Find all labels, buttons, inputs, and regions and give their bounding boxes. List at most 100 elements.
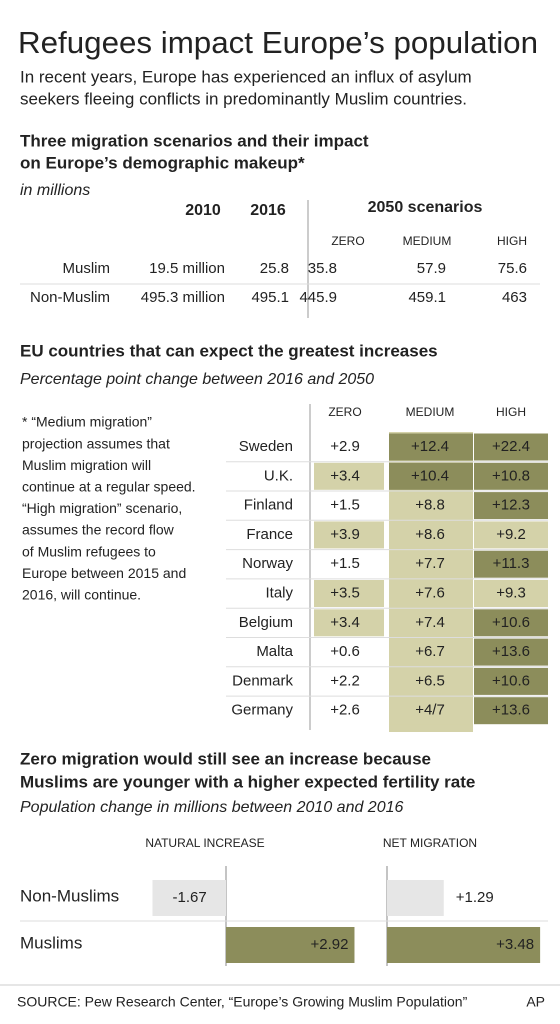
- row-label: Muslim: [63, 260, 111, 277]
- cell: +10.6: [492, 614, 530, 631]
- section-heading: EU countries that can expect the greates…: [20, 341, 438, 360]
- country: Italy: [265, 584, 293, 601]
- cell-bg: [474, 638, 548, 666]
- sub-header: ZERO: [331, 234, 364, 248]
- country: Denmark: [232, 672, 293, 689]
- cell: +1.5: [330, 555, 360, 572]
- row-label: Non-Muslim: [30, 289, 110, 306]
- cell: +6.7: [415, 643, 445, 660]
- col-header: ZERO: [328, 405, 361, 419]
- chart-title: Muslims are younger with a higher expect…: [20, 772, 475, 791]
- cell-bg: [474, 433, 548, 461]
- cell-bg: [389, 580, 473, 607]
- bar: [226, 927, 355, 963]
- note: * “Medium migration”: [22, 414, 152, 430]
- cell: +8.8: [415, 497, 445, 514]
- cell-bg: [389, 638, 473, 666]
- cell: +3.4: [330, 467, 360, 484]
- bar: [387, 880, 444, 916]
- cell-bg: [314, 609, 384, 637]
- cell-bg: [389, 521, 473, 549]
- cell: +10.8: [492, 467, 530, 484]
- cell: 495.3 million: [141, 289, 225, 306]
- col-header: HIGH: [496, 405, 526, 419]
- subtitle: Percentage point change between 2016 and…: [20, 371, 374, 388]
- group-header: 2050 scenarios: [368, 199, 483, 216]
- cell: +7.4: [415, 614, 445, 631]
- cell-bg: [389, 433, 473, 461]
- unit: in millions: [20, 182, 90, 199]
- source: SOURCE: Pew Research Center, “Europe’s G…: [17, 994, 468, 1010]
- value-label: +1.29: [456, 889, 494, 906]
- cell: 495.1: [251, 289, 289, 306]
- cell: 57.9: [417, 260, 446, 277]
- cell-bg: [314, 521, 384, 549]
- cell: +11.3: [493, 555, 530, 572]
- note: assumes the record flow: [22, 522, 175, 538]
- country: France: [246, 526, 293, 543]
- cell: +9.2: [496, 526, 526, 543]
- sub-header: MEDIUM: [403, 234, 452, 248]
- category-label: Non-Muslims: [20, 886, 119, 905]
- cell-bg: [474, 580, 548, 607]
- cell: +10.6: [492, 672, 530, 689]
- cell: 35.8: [308, 260, 337, 277]
- cell: +2.2: [330, 672, 360, 689]
- note: projection assumes that: [22, 435, 170, 451]
- cell: 19.5 million: [149, 260, 225, 277]
- section-heading: Three migration scenarios and their impa…: [20, 131, 369, 150]
- cell: +12.4: [411, 438, 449, 455]
- sub-header: HIGH: [497, 234, 527, 248]
- cell: +13.6: [492, 643, 530, 660]
- country: Finland: [244, 497, 293, 514]
- cell: +8.6: [415, 526, 445, 543]
- cell: 25.8: [260, 260, 289, 277]
- note: “High migration” scenario,: [22, 500, 182, 516]
- cell-bg: [474, 550, 548, 578]
- cell: +3.5: [330, 584, 360, 601]
- cell-bg: [474, 492, 548, 520]
- legend: NATURAL INCREASE: [145, 836, 264, 850]
- cell: 75.6: [498, 260, 527, 277]
- bar: [152, 880, 226, 916]
- cell-bg: [389, 697, 473, 725]
- country: Germany: [231, 702, 293, 719]
- category-label: Muslims: [20, 933, 82, 952]
- cell: +2.6: [330, 702, 360, 719]
- title: Refugees impact Europe’s population: [18, 25, 538, 60]
- cell: +10.4: [411, 467, 449, 484]
- country: Sweden: [239, 438, 293, 455]
- note: of Muslim refugees to: [22, 543, 156, 559]
- subtitle: In recent years, Europe has experienced …: [20, 67, 472, 86]
- cell-bg: [389, 550, 473, 578]
- chart-title: Zero migration would still see an increa…: [20, 749, 431, 768]
- cell: +7.6: [415, 584, 445, 601]
- note: Europe between 2015 and: [22, 565, 186, 581]
- cell-bg: [474, 609, 548, 637]
- cell-bg: [314, 580, 384, 607]
- cell-bg: [389, 667, 473, 695]
- note: 2016, will continue.: [22, 587, 141, 603]
- value-label: +3.48: [496, 936, 534, 953]
- cell-bg: [314, 462, 384, 490]
- cell: +0.6: [330, 643, 360, 660]
- country: Norway: [242, 555, 293, 572]
- legend: NET MIGRATION: [383, 836, 477, 850]
- cell-bg: [474, 697, 548, 725]
- chart-subtitle: Population change in millions between 20…: [20, 799, 404, 816]
- cell-bg: [474, 521, 548, 549]
- col-header: 2016: [250, 202, 286, 219]
- cell: +13.6: [492, 702, 530, 719]
- cell: +4/7: [415, 702, 445, 719]
- cell-bg: [474, 667, 548, 695]
- cell: +12.3: [492, 497, 530, 514]
- cell: +2.9: [330, 438, 360, 455]
- subtitle: seekers fleeing conflicts in predominant…: [20, 89, 467, 108]
- country: Belgium: [239, 614, 293, 631]
- col-header: 2010: [185, 202, 221, 219]
- value-label: -1.67: [173, 889, 207, 906]
- note: continue at a regular speed.: [22, 479, 196, 495]
- cell: +9.3: [496, 584, 526, 601]
- cell: +22.4: [492, 438, 530, 455]
- cell: 445.9: [299, 289, 337, 306]
